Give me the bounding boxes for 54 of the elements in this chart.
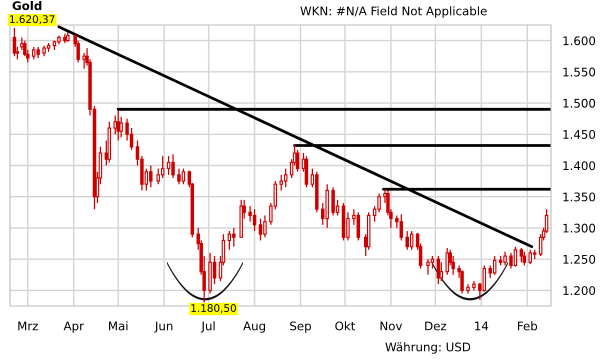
- candlestick: [177, 168, 181, 185]
- candlestick: [426, 258, 430, 276]
- y-tick-label: 1.350: [563, 192, 596, 202]
- y-tick-label: 1.250: [563, 254, 596, 264]
- x-tick-label: Apr: [64, 322, 84, 333]
- candlestick: [410, 230, 414, 250]
- candlestick: [377, 192, 381, 213]
- x-tick-label: Aug: [243, 322, 266, 333]
- annotation: 1.620,37: [10, 15, 54, 24]
- candlestick: [82, 52, 86, 70]
- x-tick-label: Mrz: [18, 322, 38, 330]
- x-tick-label: Mai: [109, 321, 128, 330]
- annotation: 1.180,50: [191, 304, 236, 314]
- candlestick: [252, 208, 256, 232]
- y-tick-label: 1.600: [563, 36, 596, 46]
- chart-title: Gold: [12, 1, 42, 10]
- y-tick-label: 1.550: [563, 68, 596, 76]
- y-tick-label: 1.400: [563, 161, 596, 170]
- candlestick: [116, 110, 120, 142]
- candlestick: [520, 247, 524, 263]
- candlestick: [36, 46, 40, 59]
- candlestick: [66, 32, 70, 42]
- candlestick: [509, 252, 513, 270]
- x-tick-label: Jul: [200, 321, 215, 333]
- y-tick-label: 1.200: [563, 286, 596, 296]
- x-tick-label: Dez: [425, 322, 446, 330]
- y-tick-label: 1.450: [563, 130, 596, 139]
- text: WKN: #N/A Field Not Applicable: [300, 6, 487, 18]
- candlestick: [228, 230, 232, 250]
- x-tick-label: Jun: [154, 322, 172, 333]
- candlestick: [472, 280, 476, 292]
- candlestick: [52, 40, 56, 51]
- candlestick: [503, 251, 507, 266]
- y-tick-label: 1.500: [563, 98, 596, 108]
- candlestick: [171, 154, 175, 179]
- x-tick-label: 14: [475, 322, 488, 330]
- candlestick: [446, 247, 449, 276]
- candlestick: [460, 270, 464, 294]
- x-tick-label: Sep: [290, 321, 311, 333]
- candlestick: [296, 149, 300, 172]
- candlestick: [12, 27, 16, 57]
- candlestick: [466, 284, 470, 294]
- candlestick: [160, 156, 164, 179]
- y-tick-label: 1.300: [563, 224, 596, 233]
- candlestick: [436, 255, 440, 285]
- candlestick: [522, 251, 526, 266]
- x-tick-label: Okt: [335, 321, 356, 330]
- x-tick-label: Nov: [380, 322, 402, 330]
- candlestick: [492, 255, 496, 276]
- x-tick-label: Feb: [518, 321, 538, 330]
- text: Währung: USD: [385, 342, 470, 354]
- candlestick: [258, 218, 262, 242]
- candlestick: [532, 249, 536, 260]
- candlestick: [284, 168, 288, 188]
